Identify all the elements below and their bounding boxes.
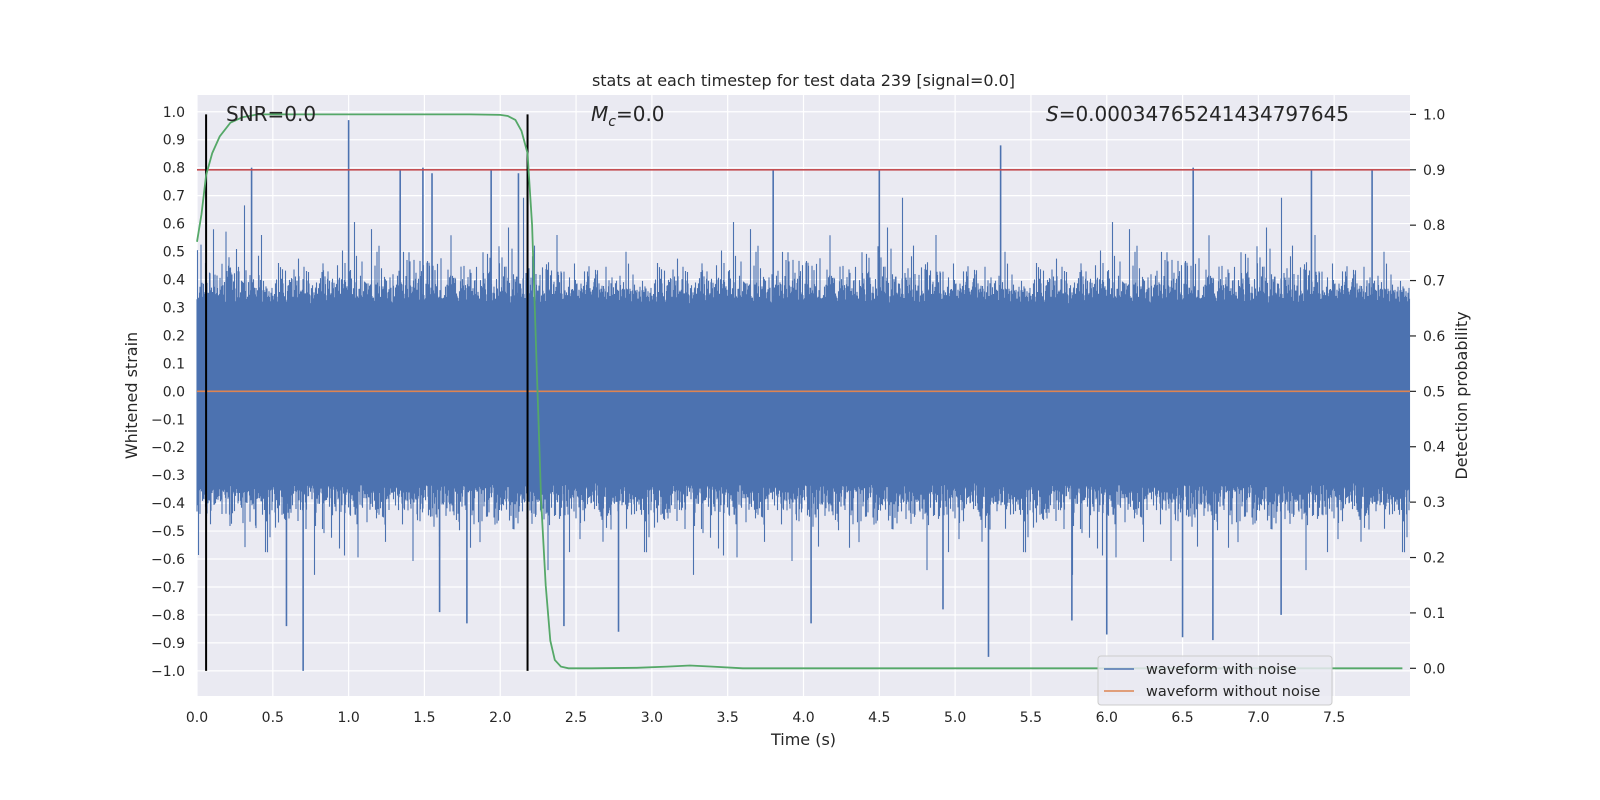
x-tick-label: 7.5 [1323,710,1345,726]
y-tick-label: 0.6 [163,217,185,233]
s-value: =0.00034765241434797645 [1059,102,1349,126]
y-tick-label: 0.4 [163,272,185,288]
x-tick-label: 0.0 [186,710,208,726]
mc-symbol: M [591,102,608,126]
legend-label-noise: waveform with noise [1146,662,1297,678]
x-tick-label: 6.5 [1171,710,1193,726]
x-tick-label: 5.5 [1020,710,1042,726]
x-tick-label: 1.0 [337,710,359,726]
y-axis-label: Whitened strain [122,332,141,459]
mc-subscript: c [608,114,616,130]
y-tick-label: −0.7 [151,580,185,596]
y-tick-label: −0.1 [151,412,185,428]
y-tick-label: 0.1 [163,356,185,372]
legend-box [1097,655,1333,706]
y-tick-label: −1.0 [151,664,185,680]
overlay-lines [196,113,1410,671]
x-tick-label: 2.0 [489,710,511,726]
x-tick-label: 0.5 [262,710,284,726]
x-tick-label: 4.5 [868,710,890,726]
y2-tick-label: 0.3 [1423,495,1445,511]
y-tick-label: −0.4 [151,496,185,512]
s-annotation: S=0.00034765241434797645 [1046,102,1349,126]
x-tick-label: 6.0 [1096,710,1118,726]
x-tick-label: 4.0 [792,710,814,726]
y-tick-label: 0.0 [163,384,185,400]
y2-axis-label: Detection probability [1452,311,1471,479]
chirp-mass-annotation: Mc=0.0 [591,102,665,130]
y-tick-labels: −1.0 −0.9 −0.8 −0.7 −0.6 −0.5 −0.4 −0.3 −0.2 −0.1… [151,105,185,680]
x-tick-label: 5.0 [944,710,966,726]
x-tick-label: 1.5 [413,710,435,726]
detection-probability-line [196,113,1403,670]
x-axis-label: Time (s) [770,730,836,749]
mc-value: =0.0 [616,102,665,126]
y-tick-label: −0.3 [151,468,185,484]
y-tick-label: 0.2 [163,328,185,344]
x-tick-label: 3.5 [717,710,739,726]
y2-tick-label: 0.8 [1423,218,1445,234]
x-tick-label: 3.0 [641,710,663,726]
s-symbol: S [1046,102,1059,126]
y2-tick-label: 0.5 [1423,384,1445,400]
y-tick-label: 0.8 [163,161,185,177]
legend: waveform with noise waveform without noi… [1097,655,1333,706]
y2-tick-label: 0.9 [1423,163,1445,179]
y2-tick-label: 1.0 [1423,107,1445,123]
x-tick-labels: 0.0 0.5 1.0 1.5 2.0 2.5 3.0 3.5 4.0 4.5 5.0 5.5 6.0 6… [186,710,1345,726]
chart-title: stats at each timestep for test data 239… [592,71,1015,90]
x-tick-label: 2.5 [565,710,587,726]
y2-tick-label: 0.7 [1423,274,1445,290]
legend-label-clean: waveform without noise [1146,684,1320,700]
y2-tick-label: 0.1 [1423,606,1445,622]
y-tick-label: 0.9 [163,133,185,149]
y-tick-label: 0.7 [163,189,185,205]
y2-tick-label: 0.0 [1423,661,1445,677]
y-tick-label: −0.9 [151,636,185,652]
y2-tick-labels: 0.0 0.1 0.2 0.3 0.4 0.5 0.6 0.7 0.8 0.9 1.0 [1410,107,1445,677]
y-tick-label: 1.0 [163,105,185,121]
y2-tick-label: 0.4 [1423,440,1445,456]
y-tick-label: −0.2 [151,440,185,456]
y2-tick-label: 0.6 [1423,329,1445,345]
y2-tick-label: 0.2 [1423,551,1445,567]
x-tick-label: 7.0 [1247,710,1269,726]
y-tick-label: −0.8 [151,608,185,624]
y-tick-label: −0.6 [151,552,185,568]
y-tick-label: −0.5 [151,524,185,540]
y-tick-label: 0.3 [163,300,185,316]
y-tick-label: 0.5 [163,245,185,261]
snr-annotation: SNR=0.0 [226,102,316,126]
